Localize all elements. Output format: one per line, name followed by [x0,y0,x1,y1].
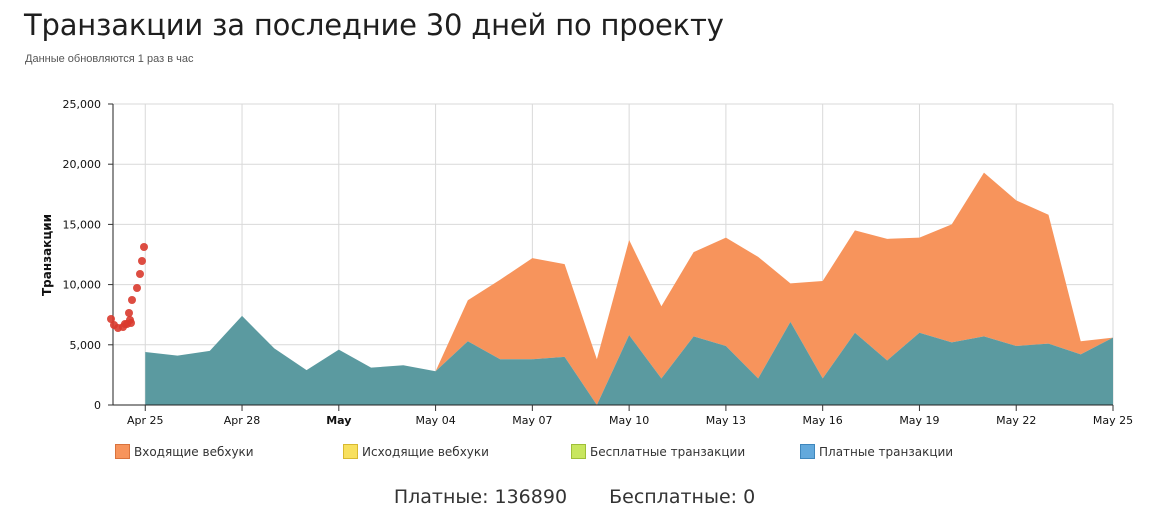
legend-label: Платные транзакции [819,444,954,459]
chart-areas [145,172,1114,405]
page-subtitle: Данные обновляются 1 раз в час [25,53,194,65]
y-axis-label: Транзакции [40,214,54,296]
x-tick-label: May [326,414,351,427]
loading-dot [128,296,136,304]
totals-summary: Платные: 136890 Бесплатные: 0 [0,486,1149,508]
x-tick-label: Apr 28 [224,414,261,427]
loading-dot [127,319,135,327]
x-tick-label: May 04 [415,414,455,427]
loading-indicator [107,243,148,332]
loading-dot [133,284,141,292]
loading-dot [121,320,129,328]
loading-dot [125,309,133,317]
x-axis-ticks: Apr 25 Apr 28 May May 04 May 07 May 10 May 13 M… [127,405,1133,427]
legend-item-paid-transactions[interactable]: Платные транзакции [800,444,953,459]
y-tick-label: 10,000 [63,279,102,292]
legend-label: Входящие вебхуки [134,444,254,459]
x-tick-label: May 13 [706,414,746,427]
y-axis-ticks: 0 5,000 10,000 15,000 20,000 25,000 [63,98,113,412]
x-tick-label: May 10 [609,414,649,427]
legend-swatch [571,444,586,459]
x-tick-label: May 25 [1093,414,1133,427]
legend-label: Бесплатные транзакции [590,444,746,459]
loading-dot [107,315,115,323]
legend-item-free-transactions[interactable]: Бесплатные транзакции [571,444,745,459]
area-incoming-webhooks [145,172,1114,405]
legend-label: Исходящие вебхуки [362,444,489,459]
y-tick-label: 0 [94,399,101,412]
legend-item-outgoing-webhooks[interactable]: Исходящие вебхуки [343,444,489,459]
chart-legend: Входящие вебхуки Исходящие вебхуки Беспл… [0,444,1149,466]
chart-axes [112,104,1113,406]
area-paid-transactions [145,315,1114,405]
free-total: Бесплатные: 0 [609,486,756,508]
legend-swatch [115,444,130,459]
loading-dot [138,257,146,265]
legend-swatch [800,444,815,459]
y-tick-label: 25,000 [63,98,102,111]
x-tick-label: May 16 [803,414,843,427]
y-tick-label: 5,000 [70,339,102,352]
page-title: Транзакции за последние 30 дней по проек… [24,8,724,42]
legend-swatch [343,444,358,459]
paid-total: Платные: 136890 [393,486,568,508]
y-tick-label: 15,000 [63,218,102,231]
loading-dot [136,270,144,278]
x-tick-label: May 22 [996,414,1036,427]
x-tick-label: May 19 [899,414,939,427]
loading-dot [140,243,148,251]
x-tick-label: May 07 [512,414,552,427]
legend-item-incoming-webhooks[interactable]: Входящие вебхуки [115,444,254,459]
x-tick-label: Apr 25 [127,414,164,427]
y-tick-label: 20,000 [63,158,102,171]
